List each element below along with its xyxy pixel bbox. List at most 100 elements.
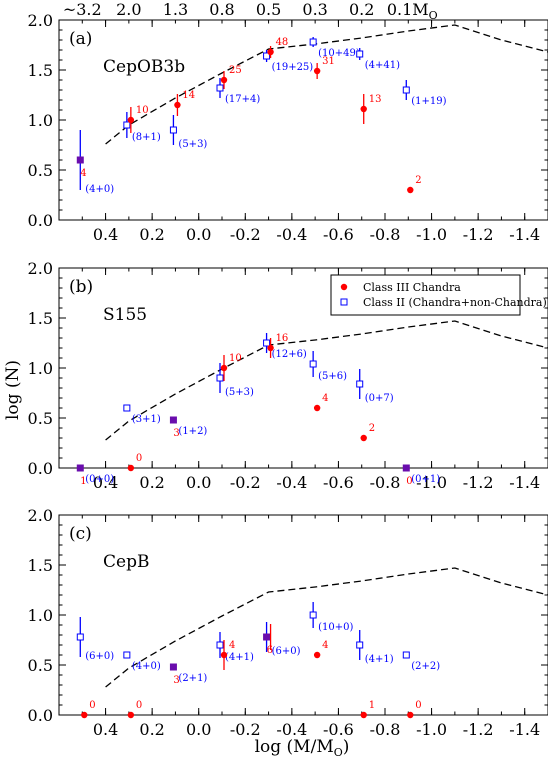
class2-point: [216, 84, 224, 92]
class2-point: [309, 360, 317, 368]
panel-name: S155: [103, 305, 147, 325]
class3-point: [313, 67, 321, 75]
class2-point: [402, 464, 410, 472]
class3-count-label: 13: [369, 94, 382, 105]
class2-count-label: (17+4): [225, 94, 260, 105]
panel-name: CepOB3b: [103, 57, 185, 77]
x-tick-label: 0.0: [186, 720, 211, 739]
class3-count-label: 0: [406, 476, 412, 487]
x-tick-label: 0.2: [139, 720, 164, 739]
x-tick-label: -0.6: [323, 473, 354, 492]
class3-point: [360, 105, 367, 113]
x-tick-label: -0.2: [230, 473, 261, 492]
class2-point: [76, 464, 84, 472]
top-tick-label: 1.3: [163, 0, 188, 19]
class3-count-label: 2: [369, 423, 375, 434]
class2-point: [309, 611, 317, 619]
class2-count-label: (10+49): [318, 48, 360, 59]
y-tick-label: 1.5: [28, 61, 53, 80]
class2-point: [169, 663, 177, 671]
class2-point: [76, 633, 84, 641]
class2-point: [76, 156, 84, 164]
legend-class2-marker: [340, 298, 348, 306]
class3-point: [313, 651, 321, 659]
class2-point: [356, 50, 364, 58]
class2-count-label: (0+0): [85, 474, 114, 485]
class2-point: [263, 633, 271, 641]
class3-point: [313, 404, 321, 412]
class2-point: [123, 121, 131, 129]
class3-count-label: 10: [229, 353, 242, 364]
y-tick-label: 1.5: [28, 309, 53, 328]
class3-point: [267, 344, 274, 352]
x-tick-label: -1.2: [463, 225, 494, 244]
class2-count-label: (4+1): [225, 652, 254, 663]
panel-S155: 0.4 0.2 0.0 -0.2 -0.4 -0.6 -0.8 -1.0 -1.2 -1.4 0.0…: [28, 259, 548, 492]
class3-point: [267, 48, 274, 56]
x-tick-label: -0.8: [370, 720, 401, 739]
x-tick-label: 0.4: [93, 473, 118, 492]
y-tick-label: 1.0: [28, 359, 53, 378]
class3-count-label: 0: [136, 700, 142, 711]
panel-name: CepB: [103, 552, 149, 572]
class2-point: [356, 380, 364, 388]
class3-count-label: 1: [80, 476, 86, 487]
x-tick-label: 0.0: [186, 225, 211, 244]
x-tick-label: -1.4: [509, 473, 540, 492]
class3-count-label: 0: [136, 453, 142, 464]
class2-point: [402, 651, 410, 659]
y-tick-label: 0.0: [28, 211, 53, 230]
class3-point: [407, 711, 414, 719]
class3-point: [220, 651, 228, 659]
y-tick-label: 0.0: [28, 706, 53, 725]
class2-count-label: (4+0): [85, 184, 114, 195]
plot-frame: [58, 514, 548, 716]
panel-CepB: 0.4 0.2 0.0 -0.2 -0.4 -0.6 -0.8 -1.0 -1.2 -1.4 0.0…: [28, 506, 548, 739]
x-tick-label: -0.6: [323, 225, 354, 244]
class3-count-label: 10: [136, 105, 149, 116]
class2-count-label: (4+1): [365, 654, 394, 665]
class3-point: [127, 464, 135, 472]
class2-point: [263, 52, 271, 60]
class3-count-label: 16: [276, 333, 289, 344]
top-tick-subscript: O: [429, 9, 438, 22]
top-mass-axis: ~3.2 2.0 1.3 0.8 0.5 0.3 0.2 0.1MO: [63, 0, 438, 22]
x-tick-label: 0.0: [186, 473, 211, 492]
class3-count-label: 1: [369, 700, 375, 711]
class2-count-label: (4+41): [365, 60, 400, 71]
class2-count-label: (10+0): [318, 622, 353, 633]
x-tick-label: -1.0: [416, 473, 447, 492]
y-tick-label: 2.0: [28, 259, 53, 278]
class2-count-label: (1+19): [411, 96, 446, 107]
class3-count-label: 4: [322, 393, 328, 404]
class3-count-label: 4: [322, 640, 328, 651]
legend-class2-label: Class II (Chandra+non-Chandra): [363, 296, 547, 309]
class2-count-label: (5+6): [318, 371, 347, 382]
imf-curve: [105, 567, 548, 688]
top-tick-label: 0.2: [349, 0, 374, 19]
class3-count-label: 3: [173, 675, 179, 686]
y-tick-label: 2.0: [28, 11, 53, 30]
class2-point: [123, 404, 131, 412]
legend-class3-marker: [340, 283, 348, 291]
class3-point: [407, 186, 414, 194]
class3-count-label: 0: [415, 700, 421, 711]
x-tick-label: -1.0: [416, 720, 447, 739]
class3-point: [174, 101, 181, 109]
class3-count-label: 2: [415, 175, 421, 186]
class2-point: [216, 641, 224, 649]
y-tick-label: 1.0: [28, 111, 53, 130]
x-tick-label: -1.2: [463, 473, 494, 492]
y-tick-label: 0.5: [28, 161, 53, 180]
x-tick-label: -1.0: [416, 225, 447, 244]
class2-point: [356, 641, 364, 649]
panel-letter: (a): [69, 29, 92, 49]
class3-point: [360, 711, 367, 719]
class2-count-label: (0+1): [411, 474, 440, 485]
class2-count-label: (2+1): [178, 673, 207, 684]
legend-box: [330, 274, 521, 316]
class3-count-label: 3: [173, 428, 179, 439]
class2-count-label: (1+2): [178, 426, 207, 437]
x-tick-label: -0.8: [370, 473, 401, 492]
